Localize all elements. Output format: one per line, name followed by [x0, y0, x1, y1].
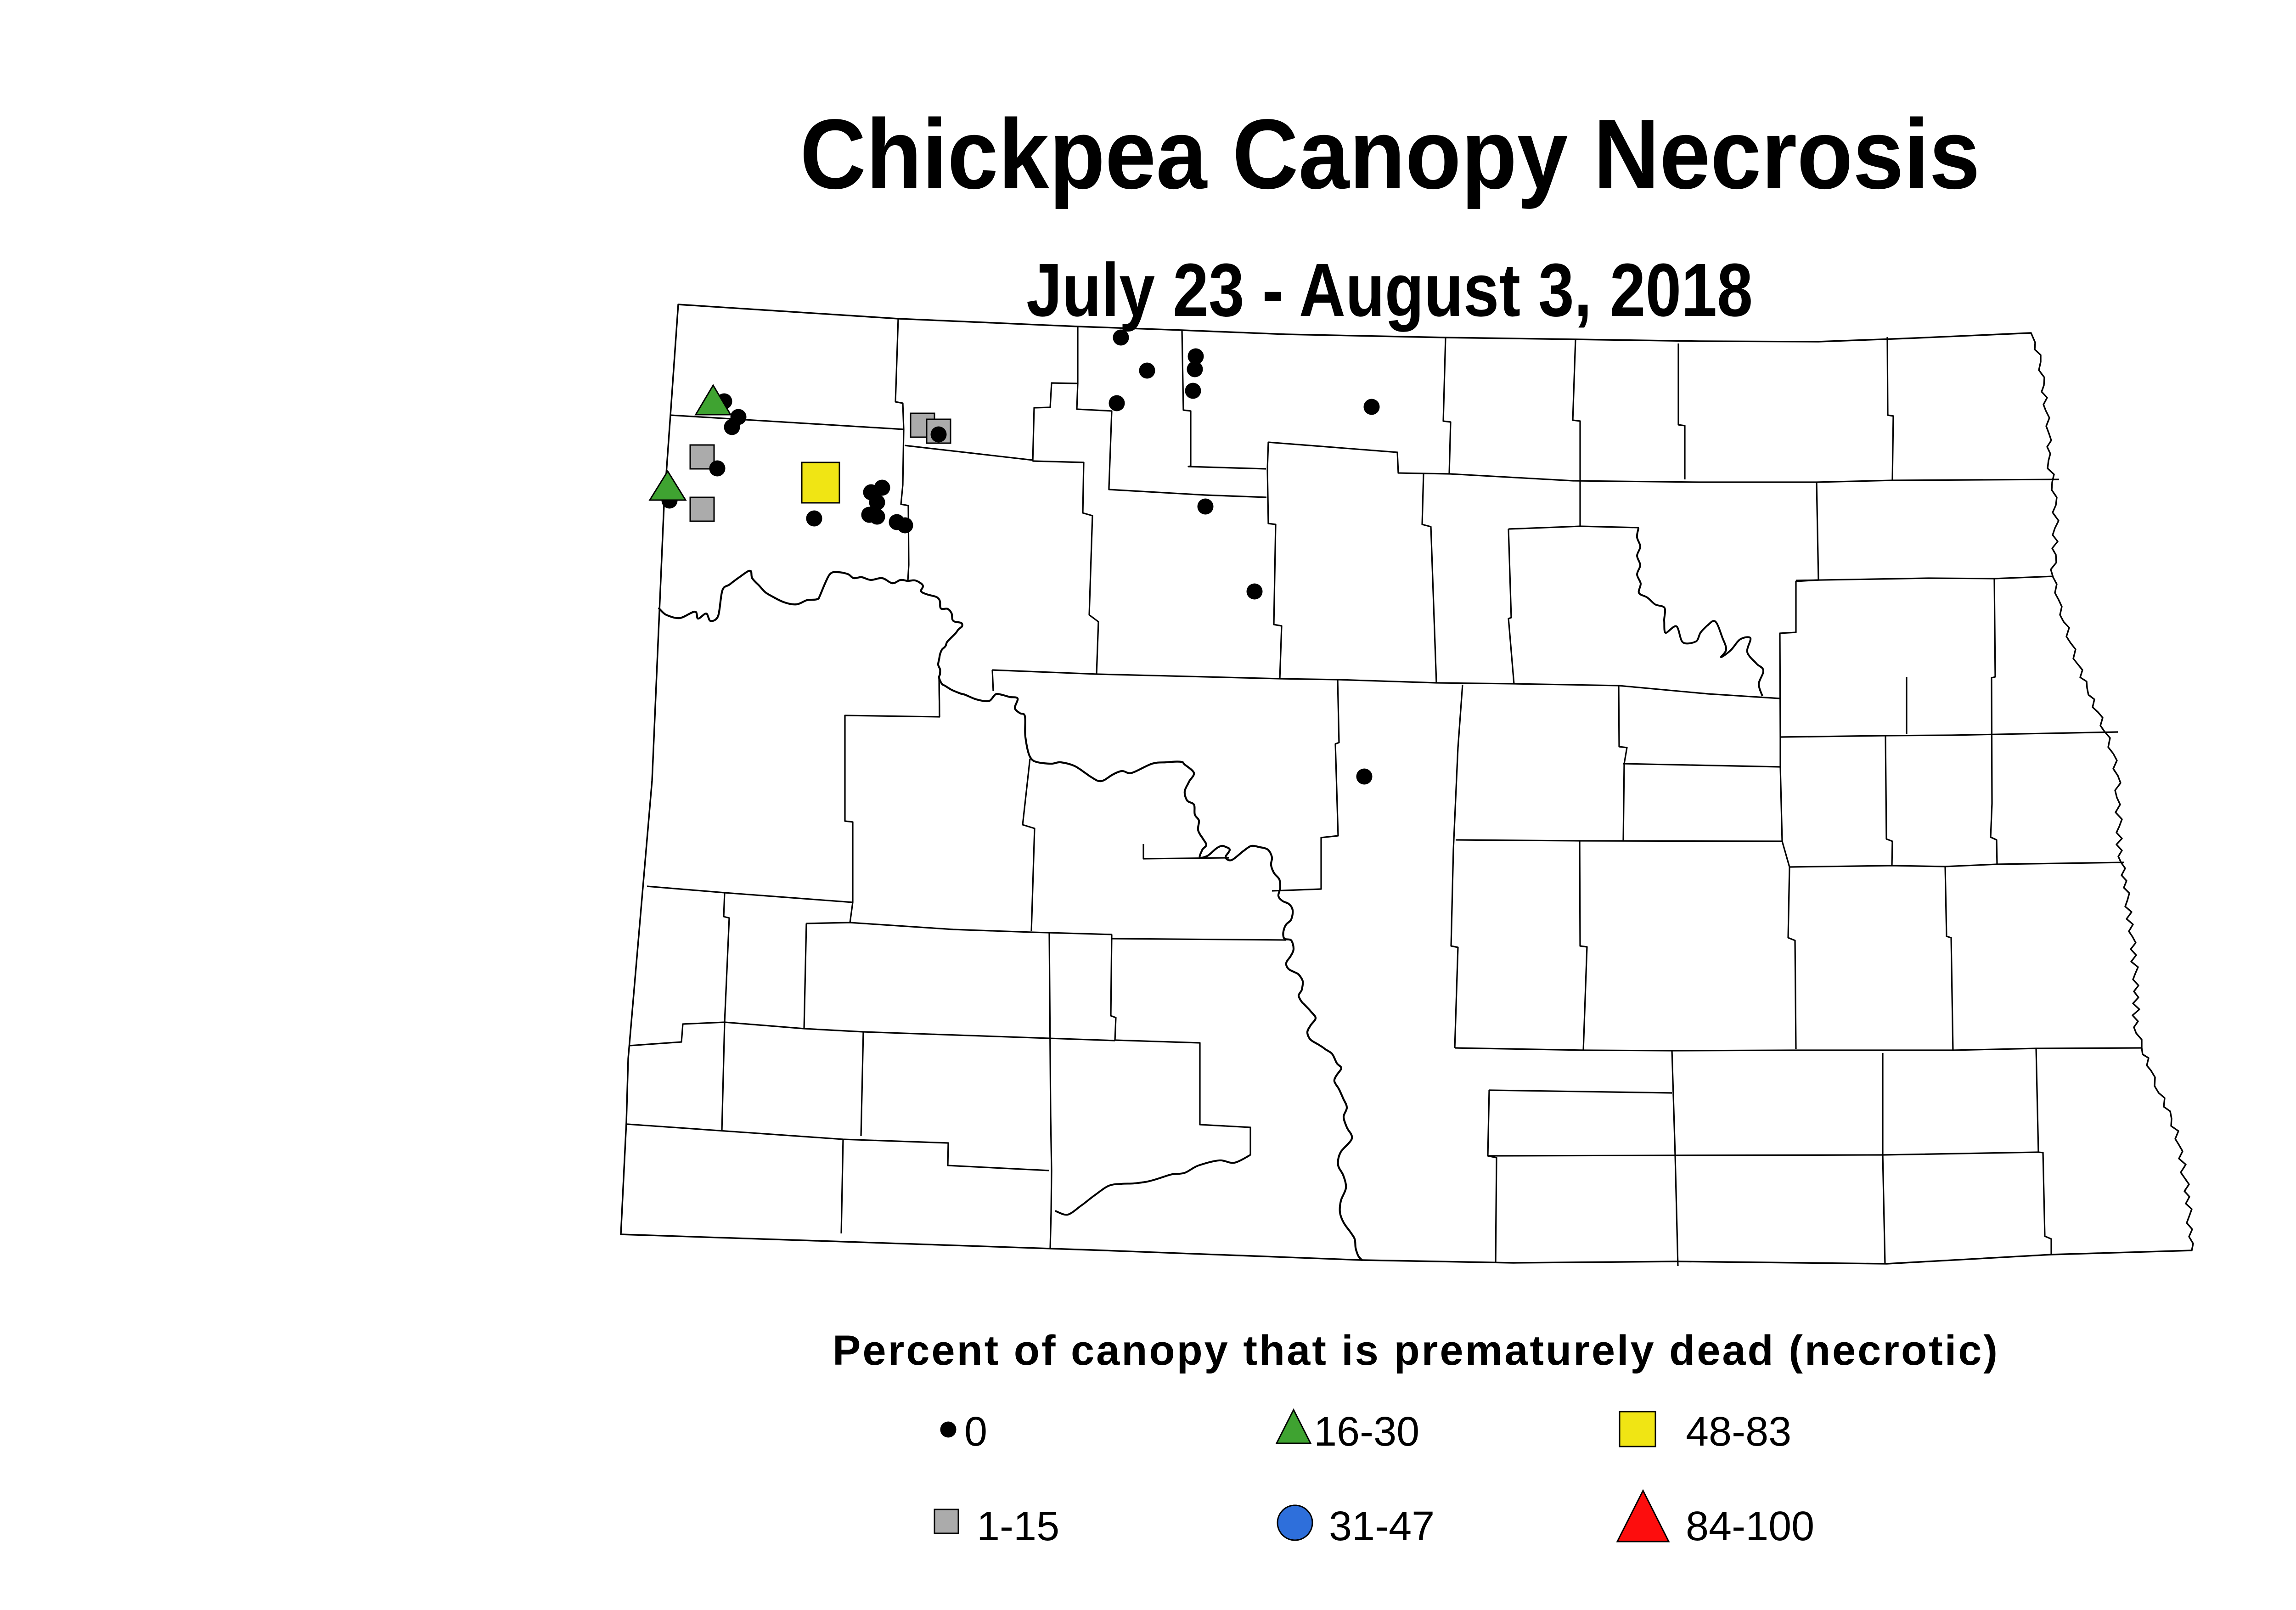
svg-text:Chickpea Canopy Necrosis: Chickpea Canopy Necrosis: [800, 98, 1980, 209]
svg-text:Percent of canopy that is prem: Percent of canopy that is prematurely de…: [833, 1327, 1998, 1374]
svg-text:48-83: 48-83: [1686, 1409, 1791, 1455]
svg-text:July 23 - August 3, 2018: July 23 - August 3, 2018: [1026, 248, 1753, 332]
svg-text:84-100: 84-100: [1686, 1503, 1814, 1549]
svg-text:31-47: 31-47: [1329, 1503, 1435, 1549]
svg-text:16-30: 16-30: [1314, 1409, 1419, 1455]
svg-text:1-15: 1-15: [977, 1503, 1059, 1549]
svg-text:0: 0: [964, 1409, 987, 1455]
